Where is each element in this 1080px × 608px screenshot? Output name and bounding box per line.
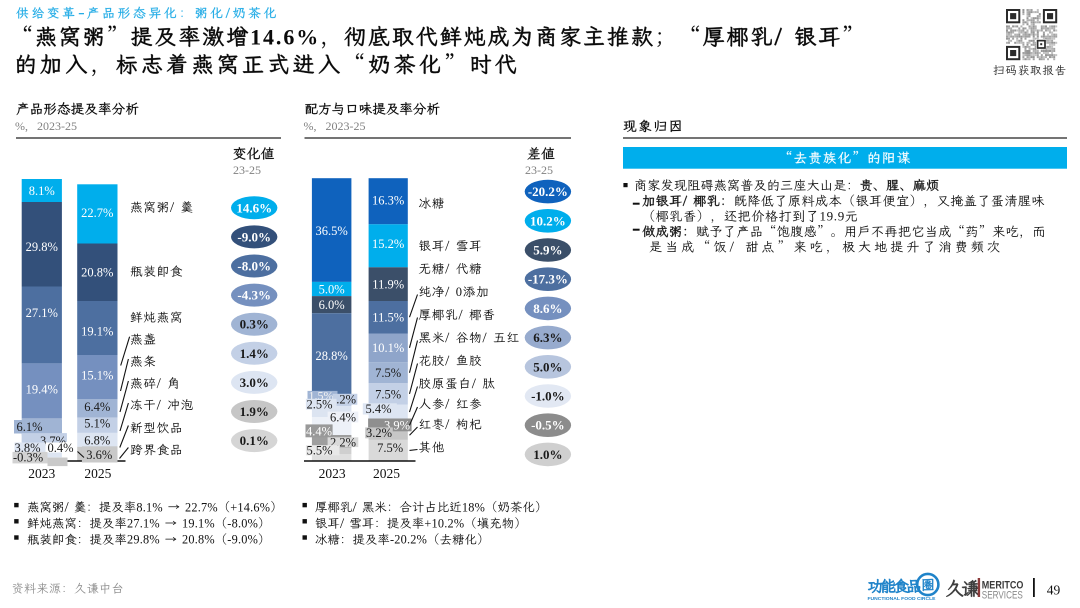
- svg-text:7.5%: 7.5%: [375, 387, 401, 401]
- svg-text:2023: 2023: [319, 466, 346, 481]
- svg-text:4.4%: 4.4%: [306, 424, 332, 438]
- svg-text:-9.0%: -9.0%: [227, 533, 258, 547]
- svg-text:-20.2%: -20.2%: [390, 533, 427, 547]
- svg-text:8.1%: 8.1%: [136, 500, 162, 514]
- svg-text:19.9: 19.9: [820, 209, 845, 224]
- svg-text:23-25: 23-25: [233, 163, 261, 177]
- svg-text:5.4%: 5.4%: [366, 402, 392, 416]
- svg-text:22.7%: 22.7%: [185, 500, 218, 514]
- svg-text:5.9%: 5.9%: [533, 243, 562, 258]
- svg-text:19.1%: 19.1%: [81, 324, 113, 338]
- svg-text:%, 2023-25: %, 2023-25: [304, 119, 366, 133]
- svg-text:FUNCTIONAL FOOD CIRCLE: FUNCTIONAL FOOD CIRCLE: [868, 596, 936, 601]
- svg-text:5.0%: 5.0%: [319, 282, 345, 296]
- svg-text:14.6%: 14.6%: [250, 24, 320, 49]
- svg-text:-8.0%: -8.0%: [227, 517, 258, 531]
- svg-text:.2%: .2%: [336, 393, 356, 407]
- svg-text:3.6%: 3.6%: [86, 448, 112, 462]
- svg-text:-8.0%: -8.0%: [237, 259, 271, 274]
- svg-text:1.0%: 1.0%: [533, 447, 562, 462]
- svg-text:27.1%: 27.1%: [127, 517, 160, 531]
- svg-text:29.8%: 29.8%: [26, 240, 58, 254]
- svg-text:10.1%: 10.1%: [372, 341, 404, 355]
- svg-text:18%: 18%: [462, 500, 485, 514]
- svg-text:5.0%: 5.0%: [533, 359, 562, 374]
- svg-text:0.1%: 0.1%: [240, 433, 269, 448]
- svg-text:2.5%: 2.5%: [307, 397, 333, 411]
- svg-text:23-25: 23-25: [525, 163, 553, 177]
- svg-text:0.4%: 0.4%: [48, 441, 74, 455]
- svg-text:-9.0%: -9.0%: [237, 229, 271, 244]
- svg-text:6.0%: 6.0%: [319, 298, 345, 312]
- svg-text:MERITCO: MERITCO: [982, 580, 1024, 592]
- svg-text:5.5%: 5.5%: [307, 444, 333, 458]
- svg-text:16.3%: 16.3%: [372, 194, 404, 208]
- svg-text:6.8%: 6.8%: [84, 433, 110, 447]
- svg-text:SERVICES: SERVICES: [982, 590, 1023, 602]
- svg-text:8.6%: 8.6%: [533, 301, 562, 316]
- svg-text:2023: 2023: [28, 466, 55, 481]
- svg-text:+14.6%: +14.6%: [230, 500, 270, 514]
- svg-text:10.2%: 10.2%: [530, 213, 566, 228]
- svg-text:27.1%: 27.1%: [26, 306, 58, 320]
- svg-text:7.5%: 7.5%: [377, 441, 403, 455]
- svg-text:11.5%: 11.5%: [372, 311, 404, 325]
- svg-text:1.4%: 1.4%: [240, 346, 269, 361]
- svg-text:6.1%: 6.1%: [17, 420, 43, 434]
- svg-text:20.8%: 20.8%: [81, 265, 113, 279]
- svg-text:6.4%: 6.4%: [84, 400, 110, 414]
- svg-text:6.4%: 6.4%: [330, 410, 356, 424]
- svg-text:-1.0%: -1.0%: [531, 389, 565, 404]
- svg-text:36.5%: 36.5%: [315, 224, 347, 238]
- svg-text:22.7%: 22.7%: [81, 206, 113, 220]
- svg-text:1.9%: 1.9%: [240, 404, 269, 419]
- svg-text:20.8%: 20.8%: [182, 533, 215, 547]
- svg-text:-0.5%: -0.5%: [531, 418, 565, 433]
- svg-text:15.2%: 15.2%: [372, 237, 404, 251]
- svg-text:2025: 2025: [84, 466, 111, 481]
- svg-text:5.1%: 5.1%: [84, 416, 110, 430]
- svg-text:19.1%: 19.1%: [182, 517, 215, 531]
- svg-text:-0.3%: -0.3%: [13, 450, 43, 464]
- svg-text:11.9%: 11.9%: [372, 278, 404, 292]
- svg-text:-4.3%: -4.3%: [237, 288, 271, 303]
- svg-text:7.5%: 7.5%: [375, 366, 401, 380]
- svg-text:49: 49: [1047, 583, 1061, 598]
- svg-text:2025: 2025: [373, 466, 400, 481]
- svg-text:%, 2023-25: %, 2023-25: [15, 119, 77, 133]
- svg-text:0: 0: [456, 285, 463, 299]
- svg-text:28.8%: 28.8%: [315, 349, 347, 363]
- svg-text:3.2%: 3.2%: [366, 426, 392, 440]
- svg-text:3.0%: 3.0%: [240, 375, 269, 390]
- svg-text:-20.2%: -20.2%: [528, 184, 568, 199]
- svg-text:+10.2%: +10.2%: [424, 517, 464, 531]
- svg-text:3.8%: 3.8%: [15, 441, 41, 455]
- svg-text:8.1%: 8.1%: [29, 184, 55, 198]
- svg-text:19.4%: 19.4%: [26, 382, 58, 396]
- svg-text:14.6%: 14.6%: [236, 200, 272, 215]
- svg-text:0.3%: 0.3%: [240, 317, 269, 332]
- svg-text:15.1%: 15.1%: [81, 368, 113, 382]
- svg-text:6.3%: 6.3%: [533, 330, 562, 345]
- svg-text:29.8%: 29.8%: [127, 533, 160, 547]
- svg-text:-17.3%: -17.3%: [528, 272, 568, 287]
